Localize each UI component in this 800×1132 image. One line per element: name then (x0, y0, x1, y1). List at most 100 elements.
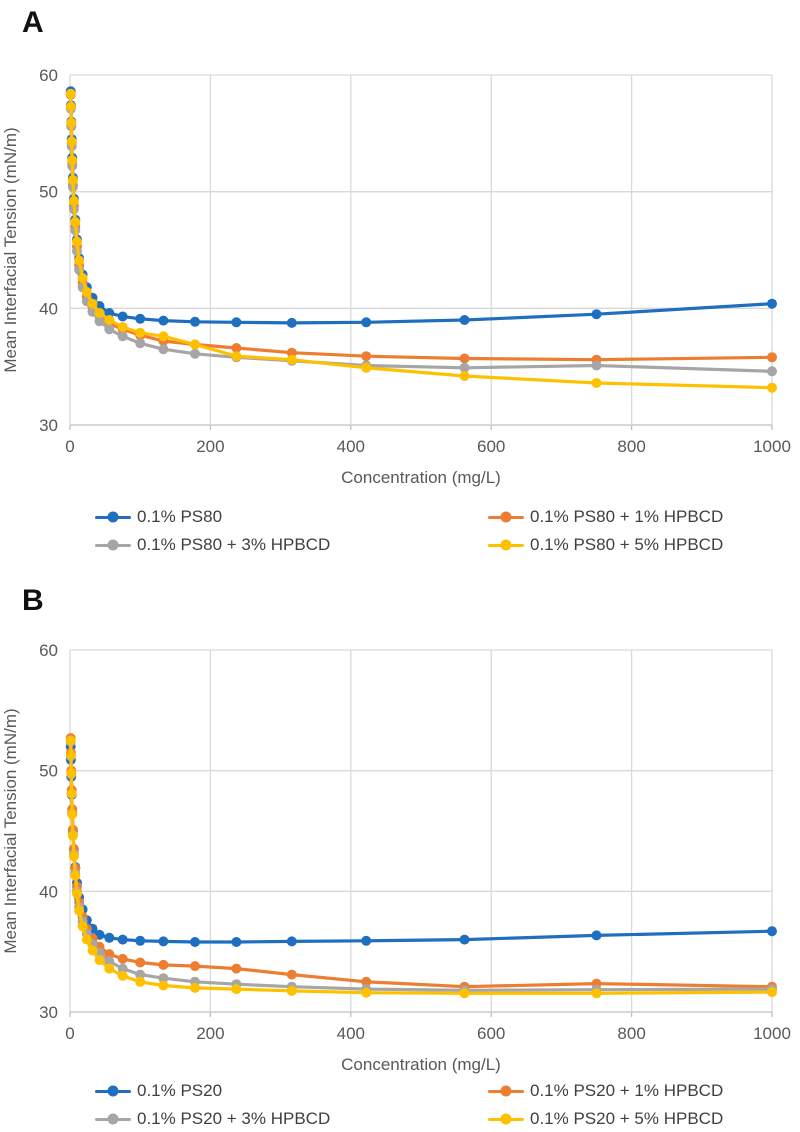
data-point (231, 351, 242, 362)
x-axis-title: Concentration (mg/L) (341, 1055, 501, 1074)
data-point (81, 287, 92, 297)
data-point (65, 750, 76, 760)
legend-item: 0.1% PS20 + 5% HPBCD (488, 1106, 785, 1132)
data-point (286, 985, 297, 996)
data-point (231, 343, 242, 353)
data-point (67, 155, 78, 166)
data-point (459, 988, 470, 999)
data-point (286, 317, 297, 328)
x-tick-label: 200 (196, 1024, 224, 1043)
data-point (135, 969, 146, 980)
x-tick-label: 400 (337, 437, 365, 456)
data-point (68, 196, 79, 206)
data-point (67, 809, 78, 820)
data-point (66, 117, 77, 128)
data-point (87, 945, 98, 956)
legend-item: 0.1% PS80 + 1% HPBCD (488, 504, 785, 530)
data-point (94, 316, 105, 327)
data-point (591, 378, 602, 388)
data-point (65, 735, 76, 746)
data-point (459, 371, 470, 381)
data-point (361, 935, 372, 946)
data-point (286, 936, 297, 947)
x-tick-label: 0 (65, 1024, 74, 1043)
data-point (135, 313, 146, 324)
data-point (66, 788, 77, 799)
data-point (190, 348, 200, 359)
data-point (158, 315, 169, 326)
data-point (286, 354, 297, 365)
y-tick-label: 30 (39, 1003, 58, 1022)
data-point (767, 926, 777, 937)
data-point (361, 976, 372, 987)
data-point (286, 969, 297, 980)
x-tick-label: 600 (477, 437, 505, 456)
data-point (74, 255, 85, 266)
data-point (104, 963, 115, 974)
panel-a-label: A (22, 6, 44, 39)
data-point (74, 905, 85, 916)
data-point (459, 353, 470, 364)
data-point (94, 955, 105, 966)
legend-item: 0.1% PS20 + 3% HPBCD (95, 1106, 488, 1132)
legend-item: 0.1% PS80 + 3% HPBCD (95, 532, 488, 558)
data-point (104, 308, 115, 318)
data-point (767, 382, 777, 393)
data-point (117, 322, 128, 332)
data-point (65, 88, 76, 99)
legend-label: 0.1% PS80 (137, 507, 223, 526)
x-tick-label: 0 (65, 437, 74, 456)
x-tick-label: 1000 (753, 437, 791, 456)
data-point (158, 973, 169, 984)
data-point (117, 970, 128, 981)
data-point (767, 298, 777, 309)
legend-label: 0.1% PS20 + 3% HPBCD (137, 1109, 331, 1128)
y-tick-label: 30 (39, 416, 58, 435)
data-point (767, 987, 777, 998)
legend-b: 0.1% PS20 0.1% PS20 + 1% HPBCD 0.1% PS20… (95, 1078, 785, 1132)
legend-marker-icon (95, 1117, 131, 1121)
y-tick-label: 40 (39, 299, 58, 318)
data-point (158, 959, 169, 970)
data-point (135, 976, 146, 987)
data-point (117, 331, 128, 342)
data-point (70, 217, 81, 227)
y-axis-title: Mean Interfacial Tension (mN/m) (1, 708, 20, 953)
data-point (361, 362, 372, 373)
data-point (158, 936, 169, 947)
legend-marker-icon (95, 1089, 131, 1093)
data-point (135, 957, 146, 968)
legend-label: 0.1% PS20 + 1% HPBCD (530, 1081, 724, 1100)
data-point (459, 362, 470, 373)
data-point (459, 315, 470, 325)
data-point (135, 327, 146, 338)
data-point (459, 934, 470, 945)
legend-label: 0.1% PS20 + 5% HPBCD (530, 1109, 724, 1128)
legend-label: 0.1% PS20 (137, 1081, 223, 1100)
data-point (231, 984, 242, 995)
data-point (68, 851, 79, 862)
data-point (591, 309, 602, 320)
data-point (81, 934, 92, 945)
x-tick-label: 400 (337, 1024, 365, 1043)
x-tick-label: 600 (477, 1024, 505, 1043)
data-point (286, 347, 297, 358)
series-line (69, 738, 774, 995)
series-line (69, 740, 774, 992)
data-point (67, 830, 78, 841)
legend-item: 0.1% PS80 (95, 504, 488, 530)
data-point (231, 963, 242, 974)
data-point (190, 339, 200, 350)
y-tick-label: 50 (39, 762, 58, 781)
data-point (591, 930, 602, 941)
legend-label: 0.1% PS80 + 3% HPBCD (137, 535, 331, 554)
data-point (94, 308, 105, 318)
data-point (190, 937, 200, 947)
legend-marker-icon (488, 515, 524, 519)
data-point (361, 317, 372, 328)
data-point (104, 315, 115, 325)
data-point (135, 338, 146, 349)
legend-item: 0.1% PS20 + 1% HPBCD (488, 1078, 785, 1104)
data-point (72, 236, 82, 247)
